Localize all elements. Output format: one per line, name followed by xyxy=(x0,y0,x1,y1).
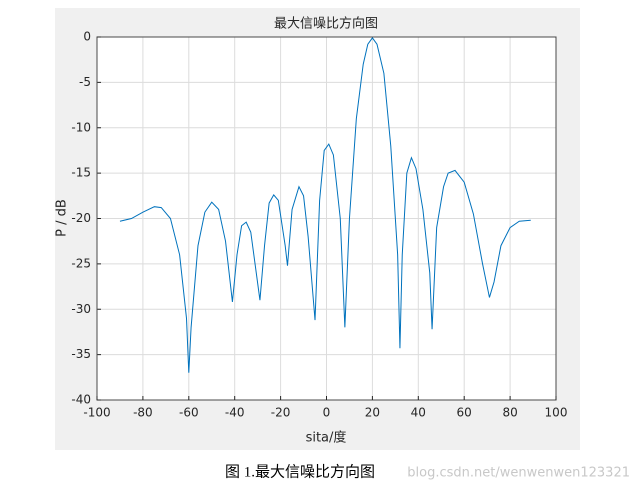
y-tick-label: 0 xyxy=(83,30,91,44)
y-tick-label: -20 xyxy=(71,211,91,225)
x-axis-label: sita/度 xyxy=(306,430,347,446)
y-tick-label: -40 xyxy=(71,393,91,407)
line xyxy=(119,37,531,373)
y-tick-label: -30 xyxy=(71,302,91,316)
y-tick-label: -25 xyxy=(71,256,91,270)
chart-title: 最大信噪比方向图 xyxy=(274,16,378,32)
plot-border xyxy=(96,36,557,401)
y-axis-label: P / dB xyxy=(55,199,70,237)
y-tick-label: -10 xyxy=(71,120,91,134)
x-tick-label: 40 xyxy=(411,406,426,420)
y-tick-label: -35 xyxy=(71,347,91,361)
watermark: blog.csdn.net/wenwenwen123321 xyxy=(407,466,630,481)
x-tick-label: 20 xyxy=(365,406,380,420)
x-tick-label: -80 xyxy=(133,406,153,420)
x-tick-label: 0 xyxy=(323,406,331,420)
x-tick-label: -40 xyxy=(225,406,245,420)
y-tick-label: -15 xyxy=(71,166,91,180)
x-tick-label: -60 xyxy=(179,406,199,420)
caption: 图 1.最大信噪比方向图 xyxy=(225,463,375,480)
x-tick-label: -20 xyxy=(271,406,291,420)
x-tick-label: 80 xyxy=(502,406,517,420)
x-tick-label: -100 xyxy=(83,406,110,420)
y-tick-label: -5 xyxy=(79,75,91,89)
x-tick-label: 100 xyxy=(545,406,568,420)
x-tick-label: 60 xyxy=(457,406,472,420)
